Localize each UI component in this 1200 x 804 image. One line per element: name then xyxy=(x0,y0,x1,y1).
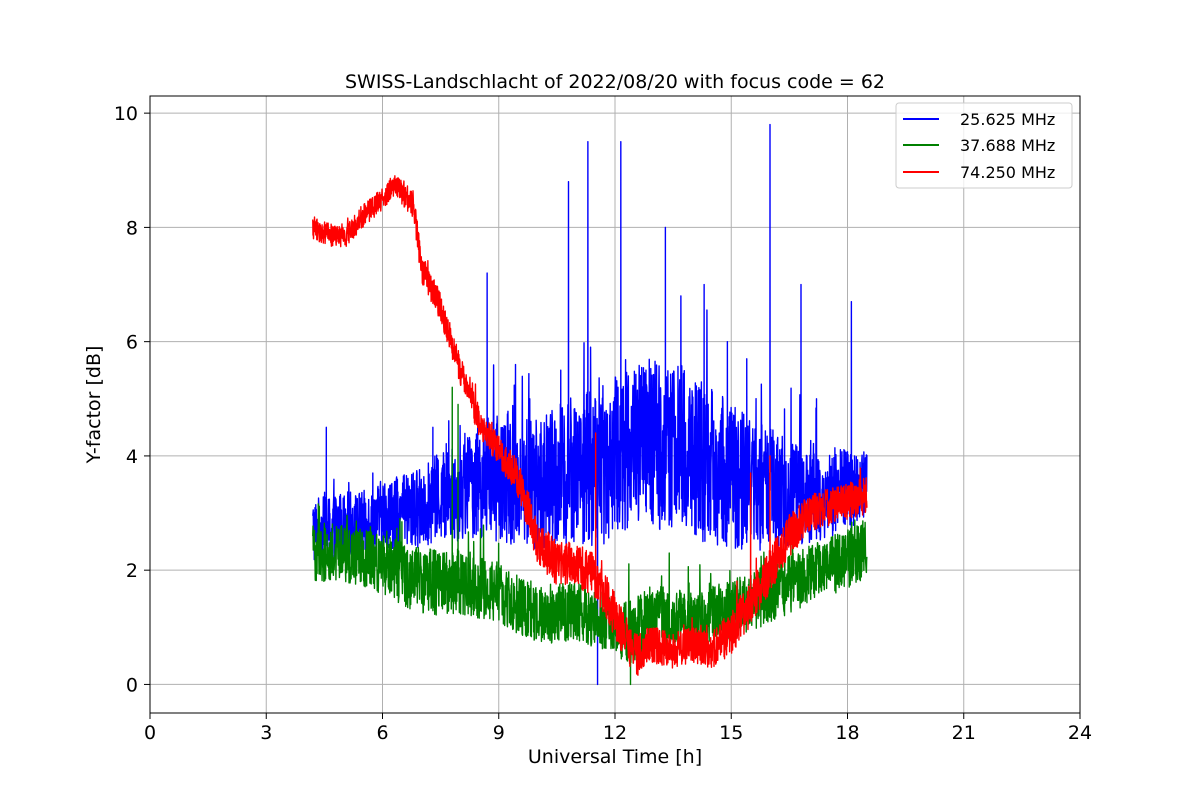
y-tick-label: 10 xyxy=(114,103,138,125)
y-tick-label: 0 xyxy=(126,674,138,696)
x-tick-label: 0 xyxy=(144,722,156,744)
legend-label-25mhz: 25.625 MHz xyxy=(960,110,1055,129)
legend-label-37mhz: 37.688 MHz xyxy=(960,136,1055,155)
y-tick-label: 8 xyxy=(126,217,138,239)
y-axis-label: Y-factor [dB] xyxy=(83,346,105,465)
x-axis-label: Universal Time [h] xyxy=(528,746,702,768)
x-tick-label: 9 xyxy=(493,722,505,744)
x-tick-label: 18 xyxy=(835,722,859,744)
legend-box xyxy=(895,102,1073,189)
x-tick-label: 24 xyxy=(1068,722,1092,744)
chart-title: SWISS-Landschlacht of 2022/08/20 with fo… xyxy=(345,71,885,93)
x-tick-label: 6 xyxy=(376,722,388,744)
series-line-25-625-mhz xyxy=(312,123,868,686)
series-layer xyxy=(312,123,868,686)
y-tick-label: 4 xyxy=(126,446,138,468)
legend-label-74mhz: 74.250 MHz xyxy=(960,163,1055,182)
y-tick-label: 2 xyxy=(126,560,138,582)
y-tick-label: 6 xyxy=(126,332,138,354)
x-tick-label: 12 xyxy=(603,722,627,744)
x-tick-label: 3 xyxy=(260,722,272,744)
x-tick-label: 21 xyxy=(952,722,976,744)
legend: 25.625 MHz 37.688 MHz 74.250 MHz xyxy=(895,102,1073,189)
x-tick-label: 15 xyxy=(719,722,743,744)
series-line-74-250-mhz xyxy=(312,175,868,676)
